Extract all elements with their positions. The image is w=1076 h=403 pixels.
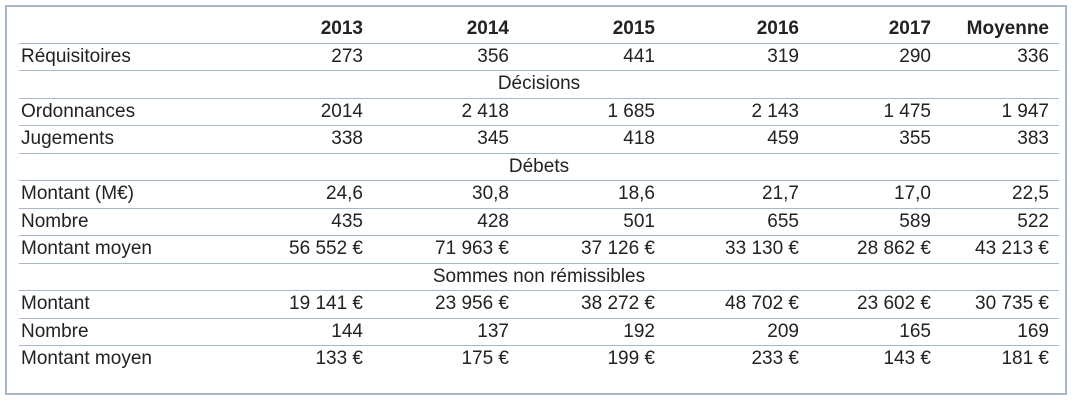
table-cell: 356 bbox=[373, 43, 519, 71]
column-header-2013: 2013 bbox=[233, 16, 373, 44]
table-row: Réquisitoires 273 356 441 319 290 336 bbox=[19, 43, 1059, 71]
table-cell: 522 bbox=[941, 208, 1059, 236]
table-cell: 22,5 bbox=[941, 180, 1059, 209]
table-cell: 192 bbox=[519, 318, 665, 346]
table-cell: 165 bbox=[809, 318, 941, 346]
table-cell: 589 bbox=[809, 208, 941, 236]
table-frame: 2013 2014 2015 2016 2017 Moyenne Réquisi… bbox=[5, 5, 1067, 395]
table-cell: 43 213 € bbox=[941, 235, 1059, 264]
row-label: Ordonnances bbox=[19, 98, 233, 126]
table-cell: 418 bbox=[519, 125, 665, 154]
table-row: Montant 19 141 €23 956 €38 272 €48 702 €2… bbox=[19, 290, 1059, 319]
table-row: Ordonnances 2014 2 418 1 685 2 143 1 475 1 947 bbox=[19, 98, 1059, 126]
column-header-2016: 2016 bbox=[665, 16, 809, 44]
table-cell: 56 552 € bbox=[233, 235, 373, 264]
table-cell: 143 € bbox=[883, 348, 931, 369]
table-cell: 181 € bbox=[1001, 348, 1049, 369]
table-cell: 383 bbox=[941, 125, 1059, 154]
table-cell: 441 bbox=[519, 43, 665, 71]
table-cell: 23 602 € bbox=[809, 290, 941, 319]
column-header-2015: 2015 bbox=[519, 16, 665, 44]
table-cell: 28 862 € bbox=[809, 235, 941, 264]
table-cell: 18,6 bbox=[519, 180, 665, 209]
table-cell: 2 143 bbox=[665, 98, 809, 126]
section-row: Sommes non rémissibles bbox=[19, 263, 1059, 291]
table-row: Jugements 338 345 418 459 355 383 bbox=[19, 125, 1059, 154]
statistics-table: 2013 2014 2015 2016 2017 Moyenne Réquisi… bbox=[19, 16, 1059, 373]
row-label: Montant bbox=[19, 290, 233, 319]
table-cell: 345 bbox=[373, 125, 519, 154]
table-cell: 30 735 € bbox=[941, 290, 1059, 319]
table-cell: 233 € bbox=[751, 348, 799, 369]
row-label: Montant moyen bbox=[19, 235, 233, 264]
table-cell: 19 141 € bbox=[233, 290, 373, 319]
table-cell: 501 bbox=[519, 208, 665, 236]
table-cell: 2014 bbox=[233, 98, 373, 126]
table-row: Montant moyen 133 € 175 € 199 € 233 € 143 € 18… bbox=[19, 346, 1059, 373]
table-cell: 137 bbox=[373, 318, 519, 346]
column-header-2017: 2017 bbox=[809, 16, 941, 44]
section-row: Décisions bbox=[19, 70, 1059, 99]
table-cell: 273 bbox=[233, 43, 373, 71]
table-cell: 23 956 € bbox=[373, 290, 519, 319]
table-cell: 24,6 bbox=[233, 180, 373, 209]
table-cell: 319 bbox=[665, 43, 809, 71]
row-label: Montant (M€) bbox=[19, 180, 233, 209]
table-cell: 37 126 € bbox=[519, 235, 665, 264]
table-cell: 1 947 bbox=[941, 98, 1059, 126]
table-row: Nombre 435 428 501 655 589 522 bbox=[19, 208, 1059, 236]
table-cell: 144 bbox=[233, 318, 373, 346]
table-cell: 655 bbox=[665, 208, 809, 236]
column-header-moyenne: Moyenne bbox=[941, 16, 1059, 44]
table-cell: 428 bbox=[373, 208, 519, 236]
table-row: Montant moyen 56 552 €71 963 €37 126 €33 … bbox=[19, 235, 1059, 264]
section-title: Débets bbox=[19, 153, 1059, 181]
table-body: Réquisitoires 273 356 441 319 290 336 Décisions… bbox=[19, 43, 1059, 373]
table-row: Nombre 144 137 192 209 165 169 bbox=[19, 318, 1059, 346]
header-row: 2013 2014 2015 2016 2017 Moyenne bbox=[19, 16, 1059, 44]
table-cell: 133 € bbox=[315, 348, 363, 369]
table-cell: 338 bbox=[233, 125, 373, 154]
table-cell: 459 bbox=[665, 125, 809, 154]
row-label: Nombre bbox=[19, 208, 233, 236]
table-cell: 38 272 € bbox=[519, 290, 665, 319]
table-cell: 175 € bbox=[461, 348, 509, 369]
table-cell: 169 bbox=[941, 318, 1059, 346]
section-title: Sommes non rémissibles bbox=[19, 263, 1059, 291]
table-cell: 30,8 bbox=[373, 180, 519, 209]
table-cell: 33 130 € bbox=[665, 235, 809, 264]
table-cell: 21,7 bbox=[665, 180, 809, 209]
table-cell: 48 702 € bbox=[665, 290, 809, 319]
table-cell: 71 963 € bbox=[373, 235, 519, 264]
column-header-2014: 2014 bbox=[373, 16, 519, 44]
row-label: Nombre bbox=[19, 318, 233, 346]
table-cell: 2 418 bbox=[373, 98, 519, 126]
row-label: Montant moyen bbox=[21, 348, 152, 369]
table-cell: 1 685 bbox=[519, 98, 665, 126]
table-cell: 336 bbox=[941, 43, 1059, 71]
section-row: Débets bbox=[19, 153, 1059, 181]
table-cell: 1 475 bbox=[809, 98, 941, 126]
row-label: Jugements bbox=[19, 125, 233, 154]
table-cell: 209 bbox=[665, 318, 809, 346]
section-title: Décisions bbox=[19, 70, 1059, 99]
table-cell: 355 bbox=[809, 125, 941, 154]
column-header-label bbox=[19, 16, 233, 44]
table-row: Montant (M€) 24,6 30,8 18,6 21,7 17,0 22,5 bbox=[19, 180, 1059, 209]
table-cell: 435 bbox=[233, 208, 373, 236]
table-cell: 199 € bbox=[607, 348, 655, 369]
table-cell: 17,0 bbox=[809, 180, 941, 209]
table-cell: 290 bbox=[809, 43, 941, 71]
row-label: Réquisitoires bbox=[19, 43, 233, 71]
